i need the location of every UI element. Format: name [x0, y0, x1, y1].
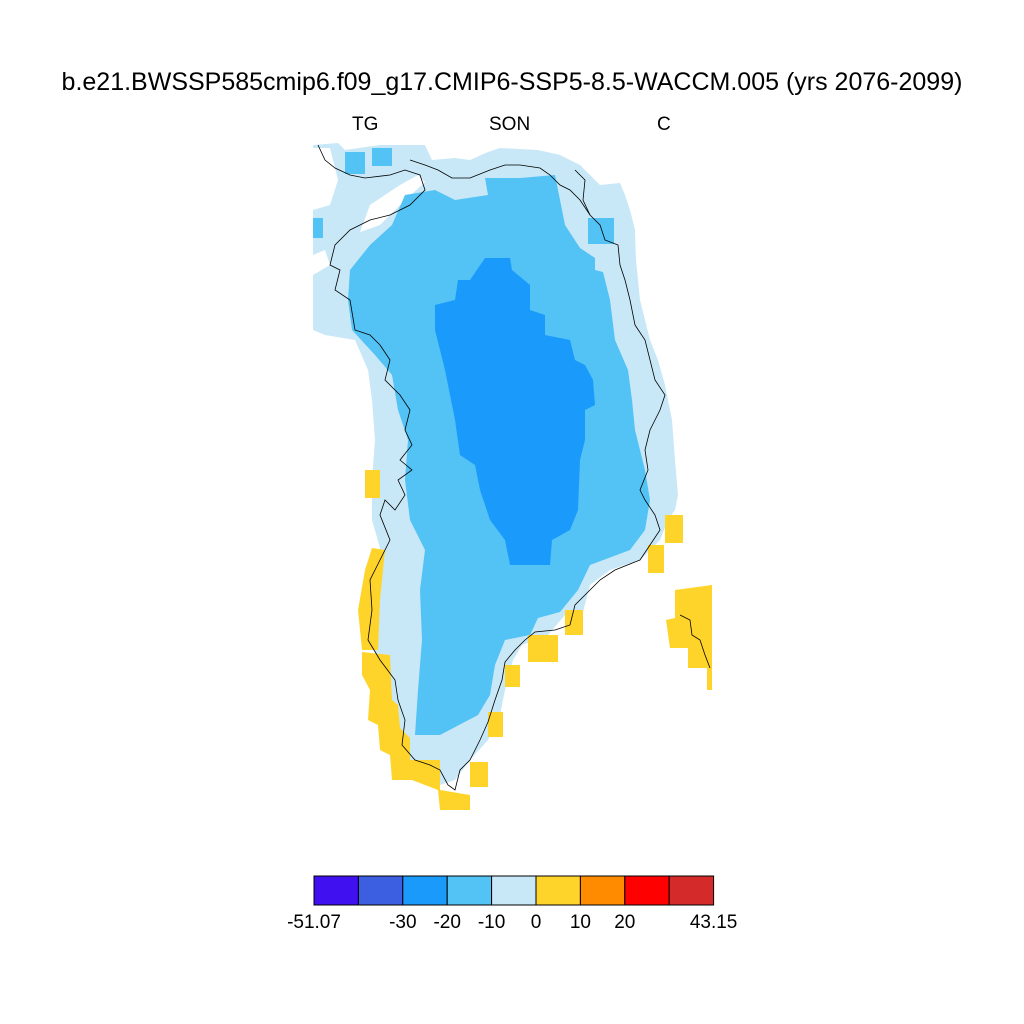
- colorbar-tick-label: 10: [569, 912, 591, 933]
- colorbar-box-4: [491, 875, 537, 906]
- variable-label: TG: [352, 114, 379, 135]
- colorbar-tick-label: 20: [614, 912, 636, 933]
- colorbar-tick-label: 0: [530, 912, 542, 933]
- season-label: SON: [489, 114, 531, 135]
- colorbar: [313, 875, 715, 906]
- colorbar-tick-label: -30: [389, 912, 417, 933]
- colorbar-box-2: [402, 875, 448, 906]
- units-label: C: [657, 114, 671, 135]
- region-minus20-to-minus30: [435, 258, 595, 565]
- colorbar-box-1: [357, 875, 404, 906]
- colorbar-tick-label: -10: [477, 912, 506, 933]
- coastline: [317, 144, 666, 791]
- colorbar-box-0: [313, 875, 359, 906]
- colorbar-box-8: [668, 875, 715, 906]
- colorbar-tick-label: -20: [433, 912, 461, 933]
- colorbar-box-6: [579, 875, 626, 906]
- colorbar-tick-label: -51.07: [287, 912, 341, 933]
- colorbar-box-7: [624, 875, 670, 906]
- colorbar-tick-label: 43.15: [689, 912, 738, 933]
- plot-title: b.e21.BWSSP585cmip6.f09_g17.CMIP6-SSP5-8…: [61, 68, 963, 96]
- colorbar-box-3: [446, 875, 493, 906]
- colorbar-box-5: [535, 875, 581, 906]
